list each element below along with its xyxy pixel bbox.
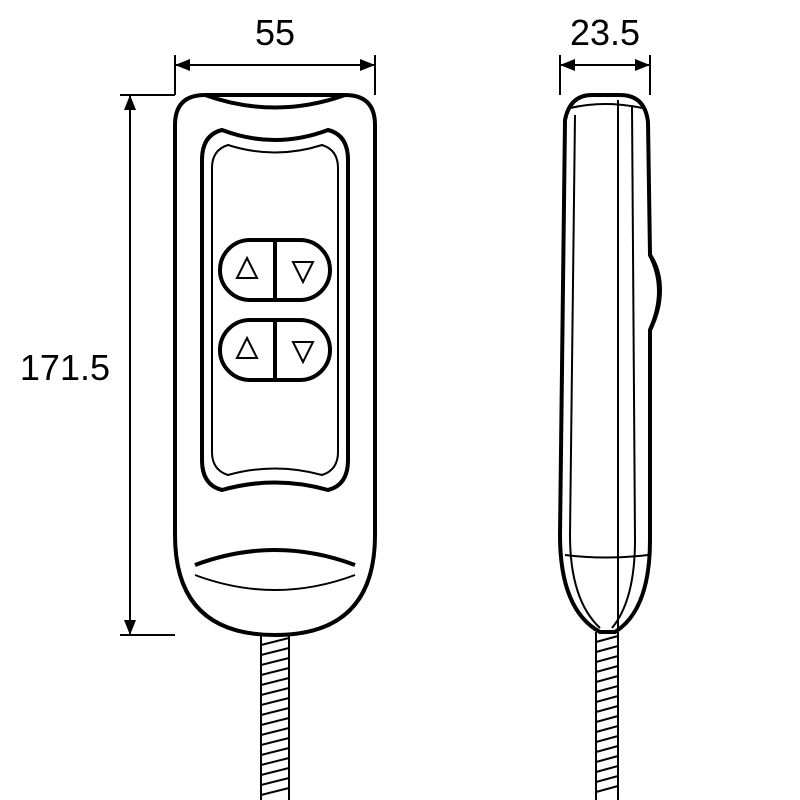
dimension-height: 171.5 (20, 95, 175, 635)
dimension-height-value: 171.5 (20, 347, 110, 388)
dimension-depth: 23.5 (560, 12, 650, 95)
button-group-1 (220, 240, 330, 300)
front-cable (261, 635, 289, 800)
dimension-depth-value: 23.5 (570, 12, 640, 53)
dimension-width: 55 (175, 12, 375, 95)
side-view (560, 95, 660, 800)
dimension-width-value: 55 (255, 12, 295, 53)
button-group-2 (220, 320, 330, 380)
side-cable (596, 632, 618, 800)
remote-dimension-diagram: 55 23.5 171.5 (0, 0, 800, 800)
front-view (175, 95, 375, 800)
